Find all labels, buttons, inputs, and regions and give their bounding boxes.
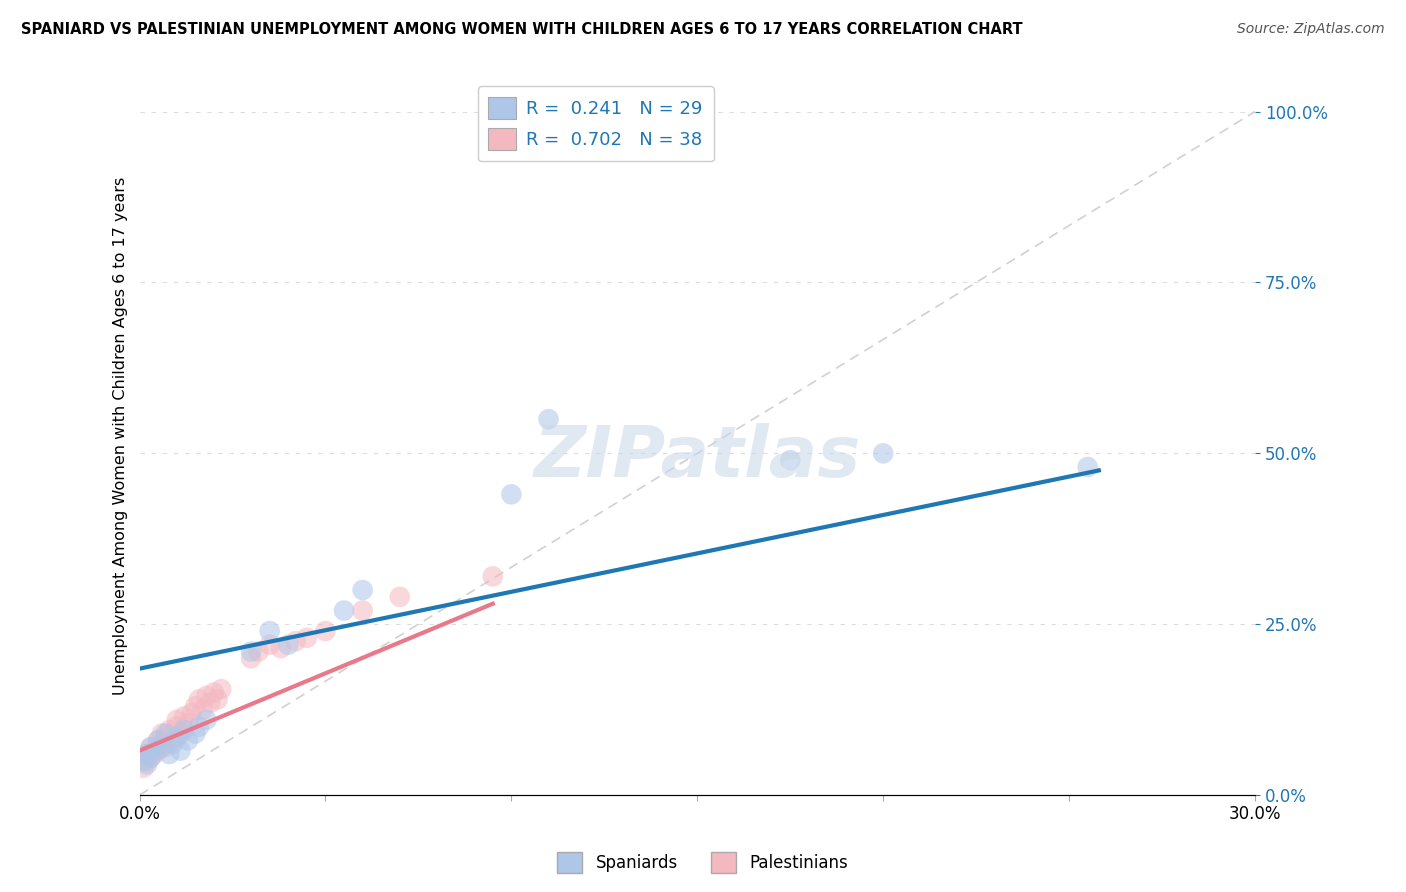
Point [537,412,560,426]
Point [259,624,281,638]
Point [198,696,221,710]
Point [314,624,336,638]
Point [173,723,195,738]
Point [136,747,159,761]
Point [188,692,211,706]
Point [481,569,503,583]
Point [195,713,218,727]
Point [155,730,177,744]
Point [146,744,169,758]
Point [202,685,225,699]
Point [177,716,200,731]
Point [188,720,211,734]
Point [136,757,159,772]
Point [139,740,162,755]
Point [139,740,162,755]
Point [284,634,307,648]
Point [132,761,155,775]
Point [139,750,162,764]
Point [139,750,162,764]
Point [180,706,202,720]
Point [779,453,801,467]
Point [240,651,263,665]
Point [184,699,207,714]
Point [155,726,177,740]
Text: Source: ZipAtlas.com: Source: ZipAtlas.com [1237,22,1385,37]
Point [169,744,191,758]
Point [132,754,155,768]
Point [136,754,159,768]
Point [352,603,374,617]
Point [157,747,180,761]
Point [184,726,207,740]
Point [207,692,229,706]
Point [162,737,184,751]
Point [155,740,177,755]
Point [146,733,169,747]
Point [247,644,270,658]
Point [209,682,232,697]
Point [333,603,356,617]
Point [150,726,173,740]
Text: SPANIARD VS PALESTINIAN UNEMPLOYMENT AMONG WOMEN WITH CHILDREN AGES 6 TO 17 YEAR: SPANIARD VS PALESTINIAN UNEMPLOYMENT AMO… [21,22,1022,37]
Point [150,740,173,755]
Point [143,744,166,758]
Point [191,703,214,717]
Point [136,747,159,761]
Point [162,733,184,747]
Point [352,582,374,597]
Legend: R =  0.241   N = 29, R =  0.702   N = 38: R = 0.241 N = 29, R = 0.702 N = 38 [478,87,714,161]
Point [259,638,281,652]
Point [143,747,166,761]
Text: ZIPatlas: ZIPatlas [534,424,860,492]
Point [195,689,218,703]
Point [612,118,634,132]
Point [1077,460,1099,475]
Point [388,590,411,604]
Legend: Spaniards, Palestinians: Spaniards, Palestinians [551,846,855,880]
Point [157,723,180,738]
Point [240,644,263,658]
Point [169,726,191,740]
Point [277,638,299,652]
Point [150,737,173,751]
Point [295,631,318,645]
Point [177,733,200,747]
Point [146,733,169,747]
Point [173,709,195,723]
Point [501,487,523,501]
Point [872,446,894,460]
Point [166,730,188,744]
Point [166,713,188,727]
Y-axis label: Unemployment Among Women with Children Ages 6 to 17 years: Unemployment Among Women with Children A… [114,178,128,696]
Point [270,641,292,656]
Point [166,720,188,734]
